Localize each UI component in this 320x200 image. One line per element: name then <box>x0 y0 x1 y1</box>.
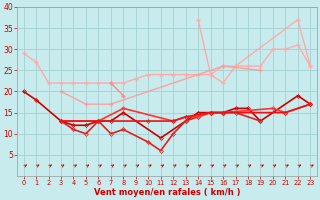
X-axis label: Vent moyen/en rafales ( km/h ): Vent moyen/en rafales ( km/h ) <box>94 188 240 197</box>
